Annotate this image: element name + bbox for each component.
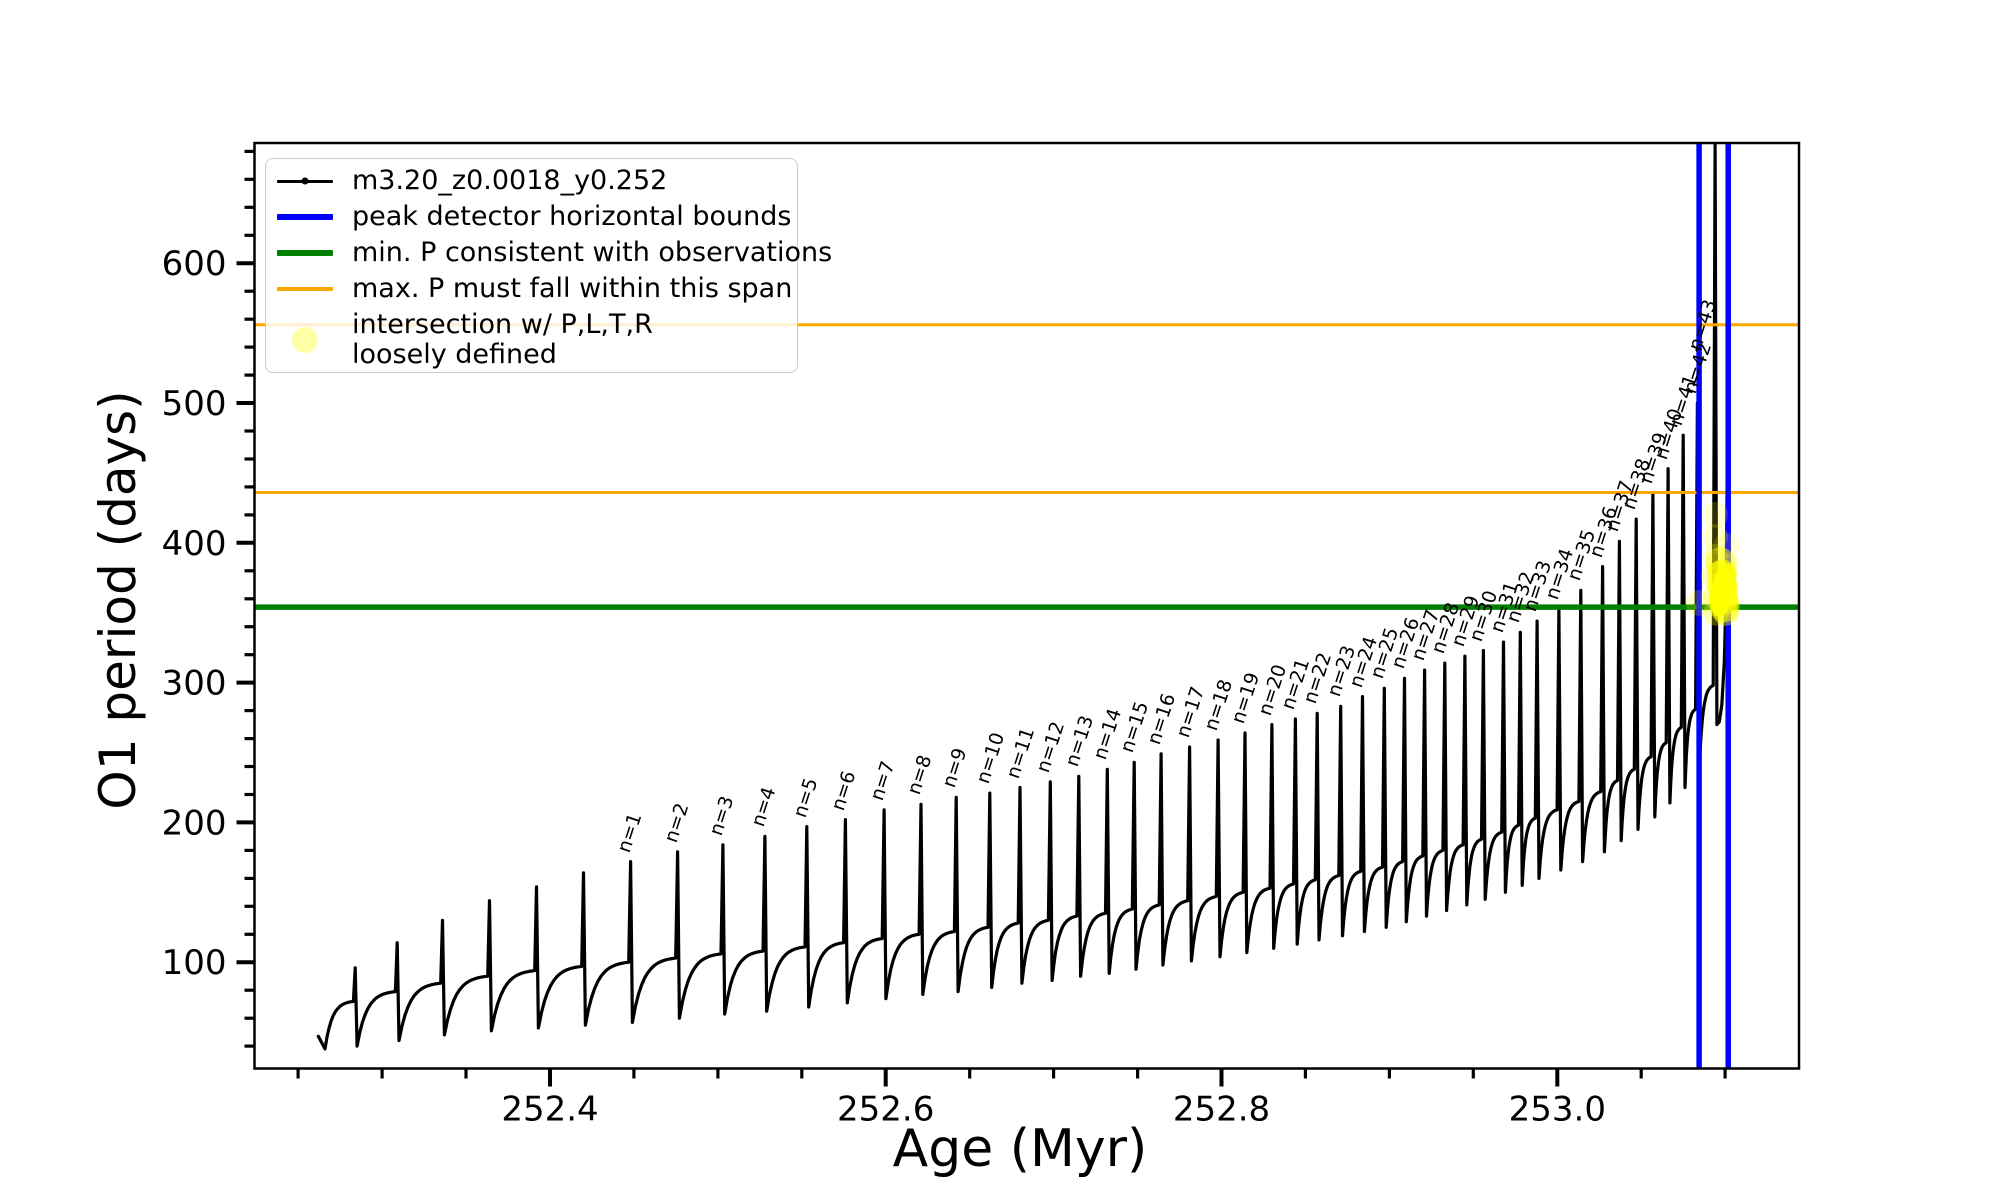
intersection-point xyxy=(1702,524,1729,551)
legend-entry-max-p: max. P must fall within this span xyxy=(276,271,797,307)
intersection-point xyxy=(1713,532,1740,559)
y-tick-label: 200 xyxy=(162,803,227,843)
intersection-point xyxy=(1702,501,1729,528)
track-line-swatch xyxy=(276,177,334,185)
y-tick-label: 500 xyxy=(162,384,227,424)
x-tick-label: 252.4 xyxy=(501,1090,598,1130)
max-p-line-swatch xyxy=(276,287,334,291)
legend: m3.20_z0.0018_y0.252 peak detector horiz… xyxy=(265,158,832,373)
legend-entry-track: m3.20_z0.0018_y0.252 xyxy=(276,163,797,199)
legend-entry-intersection: intersection w/ P,L,T,R loosely defined xyxy=(276,307,797,373)
x-tick-label: 253.0 xyxy=(1509,1090,1606,1130)
intersection-marker-swatch xyxy=(276,327,334,353)
intersection-blob xyxy=(1710,563,1737,617)
legend-label-peak-bounds: peak detector horizontal bounds xyxy=(352,201,792,232)
legend-label-intersection: intersection w/ P,L,T,R loosely defined xyxy=(352,309,653,370)
y-tick-label: 600 xyxy=(162,244,227,284)
legend-label-min-p: min. P consistent with observations xyxy=(352,237,833,268)
y-tick-label: 100 xyxy=(162,943,227,983)
x-tick-label: 252.6 xyxy=(837,1090,934,1130)
intersection-point xyxy=(1686,590,1713,616)
min-p-line-swatch xyxy=(276,250,334,256)
legend-label-track: m3.20_z0.0018_y0.252 xyxy=(352,165,668,196)
legend-entry-peak-bounds: peak detector horizontal bounds xyxy=(276,199,797,235)
axes-spines xyxy=(253,141,1801,1070)
x-axis-label: Age (Myr) xyxy=(892,1119,1148,1179)
y-tick-label: 400 xyxy=(162,524,227,564)
y-axis-label: O1 period (days) xyxy=(89,390,147,810)
legend-entry-min-p: min. P consistent with observations xyxy=(276,235,832,271)
peak-bounds-line-swatch xyxy=(276,214,334,220)
x-tick-label: 252.8 xyxy=(1173,1090,1270,1130)
track-curve xyxy=(316,142,1730,1051)
y-tick-label: 300 xyxy=(162,664,227,704)
legend-label-max-p: max. P must fall within this span xyxy=(352,273,793,304)
